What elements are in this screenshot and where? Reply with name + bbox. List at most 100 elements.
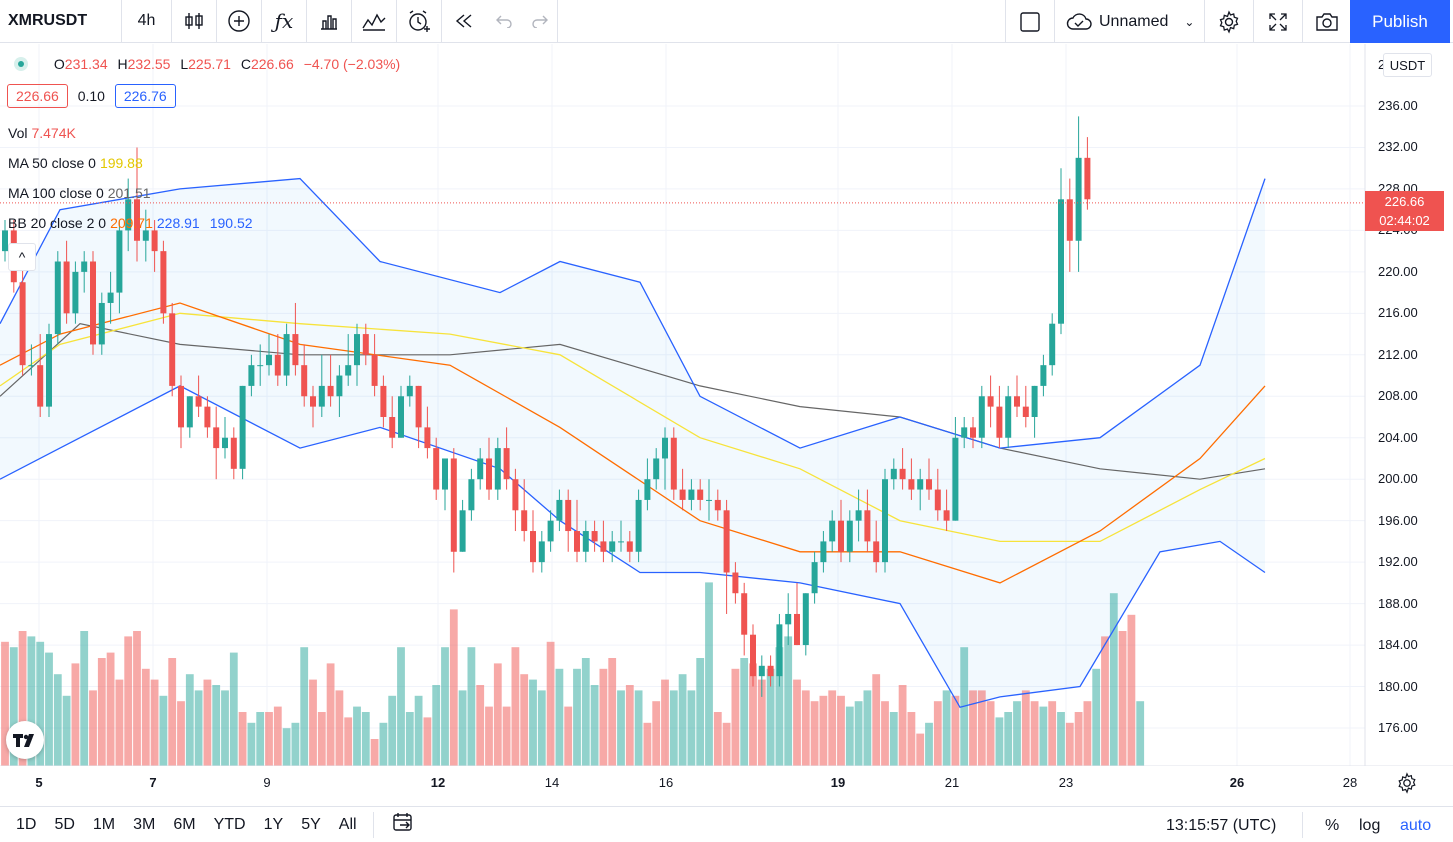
candle-body	[1058, 199, 1064, 324]
templates-icon[interactable]	[307, 0, 351, 43]
range-5d[interactable]: 5D	[54, 815, 75, 833]
legend-collapse-button[interactable]: ^	[8, 243, 36, 271]
candle-body	[1066, 199, 1073, 241]
compare-add-icon[interactable]	[217, 0, 261, 43]
volume-bar	[564, 706, 573, 766]
candle-body	[1031, 385, 1038, 417]
candle-body	[635, 499, 642, 552]
price-chart[interactable]	[0, 0, 1453, 766]
bb-lower-line	[0, 385, 1266, 709]
candle-body	[63, 261, 70, 314]
time-tick-label: 21	[944, 775, 960, 790]
currency-button[interactable]: USDT	[1383, 53, 1432, 77]
candle-body	[486, 458, 492, 490]
layout-name-button[interactable]: Unnamed ⌄	[1055, 12, 1204, 32]
candle-body	[239, 385, 246, 469]
publish-button[interactable]: Publish	[1350, 0, 1450, 43]
open-label: O	[53, 56, 65, 72]
volume-bar	[370, 739, 379, 766]
range-ytd[interactable]: YTD	[213, 815, 246, 833]
volume-bar	[749, 663, 757, 766]
candle-body	[653, 458, 660, 480]
candle-body	[838, 520, 844, 552]
candle-body	[19, 282, 26, 366]
ma100-line	[0, 323, 1266, 480]
volume-bar	[995, 717, 1004, 766]
volume-bar	[669, 690, 678, 766]
volume-bar	[643, 722, 652, 766]
go-to-date-icon[interactable]	[392, 812, 414, 837]
buy-button[interactable]: 226.76	[114, 84, 176, 108]
low-label: L	[180, 56, 189, 72]
price-tick-label: 232.00	[1378, 139, 1418, 155]
candle-body	[195, 396, 202, 407]
candle-body	[327, 385, 334, 397]
vol-value: 7.474K	[31, 125, 76, 141]
volume-bar	[1030, 701, 1039, 766]
candle-body	[274, 354, 281, 376]
candle-body	[125, 199, 132, 231]
sell-button[interactable]: 226.66	[7, 84, 68, 108]
range-1d[interactable]: 1D	[16, 815, 37, 833]
percent-toggle[interactable]: %	[1325, 817, 1340, 834]
volume-bar	[379, 722, 388, 766]
alert-clock-icon[interactable]	[397, 0, 441, 43]
layout-square-icon[interactable]	[1006, 0, 1054, 43]
volume-bar	[317, 712, 326, 766]
ma100-value: 201.51	[107, 185, 151, 201]
candle-body	[54, 261, 61, 335]
candle-body	[758, 665, 765, 677]
symbol-search[interactable]: XMRUSDT	[0, 0, 122, 43]
volume-bar	[828, 690, 837, 766]
range-all[interactable]: All	[338, 815, 357, 833]
redo-icon[interactable]	[522, 0, 558, 43]
volume-bar	[933, 701, 942, 766]
range-5y[interactable]: 5Y	[301, 815, 321, 833]
volume-bar	[757, 679, 766, 766]
candle-body	[556, 499, 563, 521]
tradingview-logo[interactable]	[6, 721, 44, 759]
candle-body	[151, 230, 158, 252]
axis-settings-gear-icon[interactable]	[1396, 772, 1418, 799]
ma50-value: 199.88	[99, 155, 143, 171]
settings-gear-icon[interactable]	[1205, 0, 1253, 43]
ma50-line	[0, 312, 1266, 543]
utc-clock[interactable]: 13:15:57 (UTC)	[1166, 817, 1277, 834]
snapshot-camera-icon[interactable]	[1303, 0, 1351, 43]
candle-body	[371, 354, 378, 386]
candle-body	[732, 572, 739, 594]
fullscreen-icon[interactable]	[1254, 0, 1302, 43]
volume-bar	[212, 685, 221, 766]
candle-body	[81, 261, 88, 272]
log-toggle[interactable]: log	[1359, 817, 1381, 834]
volume-bar	[1109, 593, 1118, 766]
volume-bar	[625, 685, 634, 766]
candle-body	[160, 251, 167, 314]
range-1m[interactable]: 1M	[92, 815, 116, 833]
candle-body	[644, 479, 651, 500]
volume-bar	[555, 668, 564, 766]
volume-bar	[520, 674, 529, 766]
volume-bar	[476, 685, 485, 766]
bb-fill-area	[0, 178, 1265, 708]
candle-body	[987, 396, 994, 407]
volume-bar	[282, 728, 291, 766]
candle-body	[415, 385, 422, 428]
candle-body	[398, 396, 404, 438]
interval-button[interactable]: 4h	[122, 0, 172, 43]
range-3m[interactable]: 3M	[133, 815, 156, 833]
candle-body	[442, 458, 448, 490]
volume-bar	[229, 652, 238, 766]
bar-style-icon[interactable]	[172, 0, 216, 43]
replay-icon[interactable]	[442, 0, 486, 43]
price-tick-label: 176.00	[1378, 720, 1418, 735]
candle-body	[283, 334, 290, 376]
range-6m[interactable]: 6M	[173, 815, 196, 833]
chart-type-icon[interactable]	[352, 0, 396, 43]
auto-toggle[interactable]: auto	[1400, 817, 1432, 834]
undo-icon[interactable]	[486, 0, 522, 43]
range-1y[interactable]: 1Y	[263, 815, 284, 833]
volume-bar	[485, 706, 493, 766]
bb-upper-value: 228.91	[156, 215, 200, 231]
indicators-fx-icon[interactable]: ƒx	[274, 9, 294, 33]
